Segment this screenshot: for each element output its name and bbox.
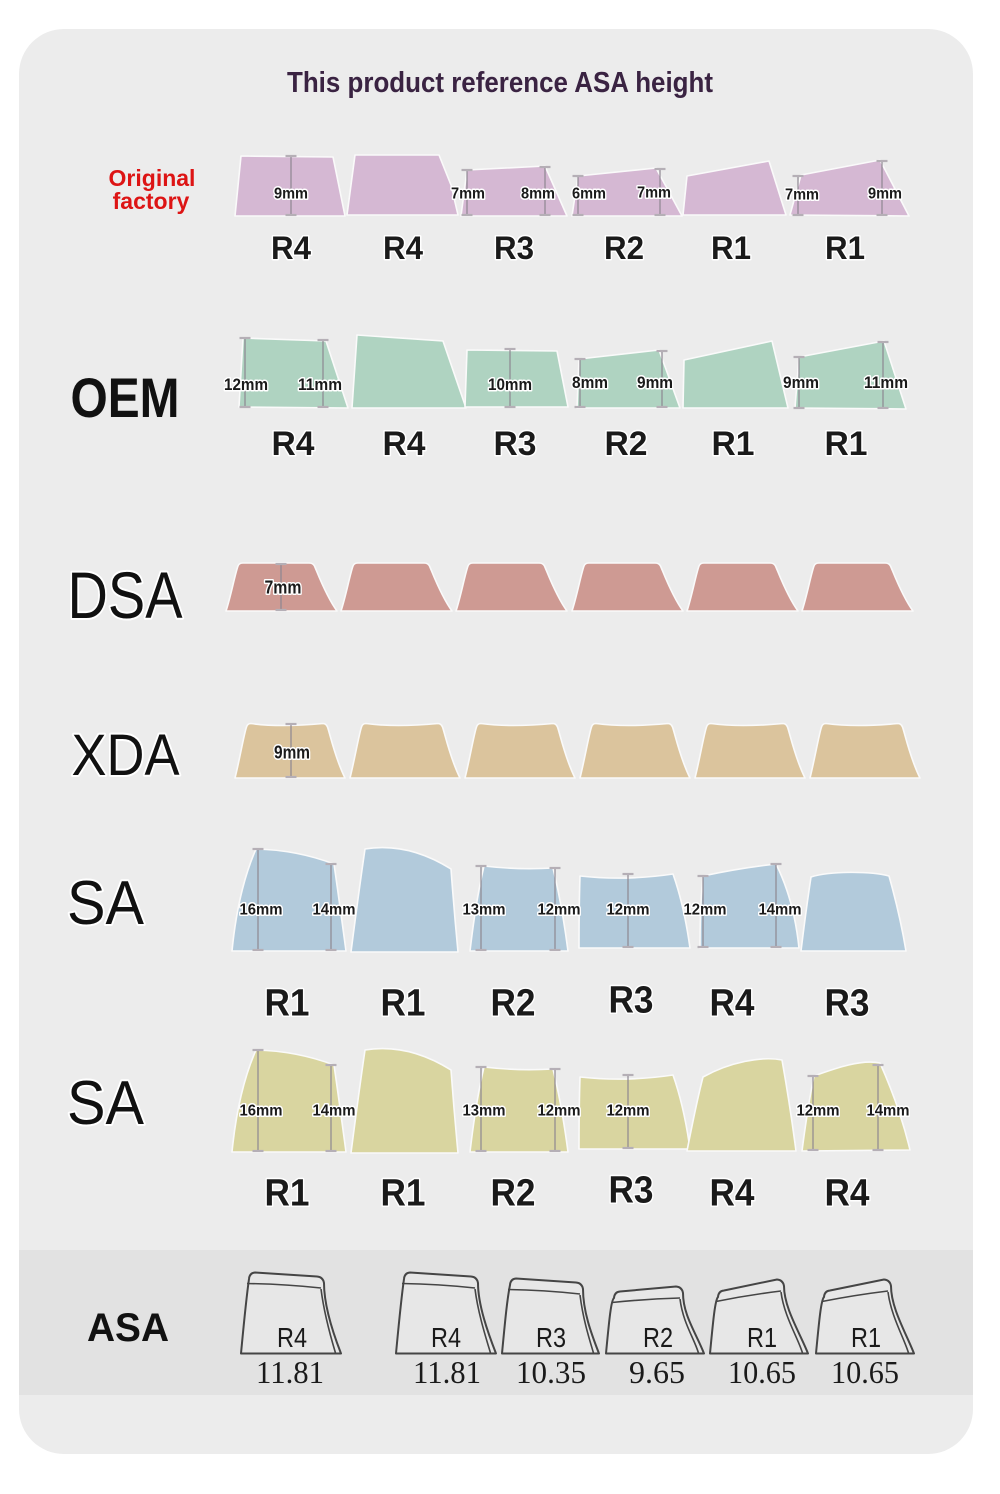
svg-text:12mm: 12mm xyxy=(224,375,268,394)
svg-text:7mm: 7mm xyxy=(637,185,671,202)
svg-text:10.35: 10.35 xyxy=(516,1354,586,1390)
svg-text:R3: R3 xyxy=(825,982,870,1024)
svg-text:12mm: 12mm xyxy=(538,902,581,919)
svg-text:14mm: 14mm xyxy=(313,1103,356,1120)
svg-text:SA: SA xyxy=(67,1069,145,1138)
svg-text:7mm: 7mm xyxy=(451,186,485,203)
svg-text:R3: R3 xyxy=(494,425,537,463)
svg-text:8mm: 8mm xyxy=(572,373,608,392)
svg-text:R3: R3 xyxy=(609,1169,654,1211)
svg-text:R1: R1 xyxy=(825,425,868,463)
svg-text:R2: R2 xyxy=(491,982,536,1024)
svg-text:R1: R1 xyxy=(851,1322,881,1353)
svg-text:12mm: 12mm xyxy=(607,1103,650,1120)
svg-text:9mm: 9mm xyxy=(274,186,308,203)
svg-text:9mm: 9mm xyxy=(868,186,902,203)
svg-text:14mm: 14mm xyxy=(867,1103,910,1120)
svg-text:OEM: OEM xyxy=(71,366,180,429)
svg-text:11.81: 11.81 xyxy=(413,1354,481,1390)
svg-text:R2: R2 xyxy=(643,1322,673,1353)
svg-text:7mm: 7mm xyxy=(265,577,302,597)
svg-text:12mm: 12mm xyxy=(538,1103,581,1120)
svg-text:R4: R4 xyxy=(271,230,311,266)
svg-text:11mm: 11mm xyxy=(864,373,908,392)
svg-text:R4: R4 xyxy=(710,1172,755,1214)
svg-text:10.65: 10.65 xyxy=(831,1354,899,1390)
svg-text:R1: R1 xyxy=(381,982,426,1024)
svg-text:16mm: 16mm xyxy=(240,1103,283,1120)
svg-text:R1: R1 xyxy=(265,1172,310,1214)
svg-text:11mm: 11mm xyxy=(298,375,342,394)
svg-text:R4: R4 xyxy=(431,1322,461,1353)
svg-text:R1: R1 xyxy=(265,982,310,1024)
svg-text:R1: R1 xyxy=(711,230,751,266)
svg-text:R2: R2 xyxy=(491,1172,536,1214)
svg-text:DSA: DSA xyxy=(68,558,183,632)
svg-text:R1: R1 xyxy=(825,230,865,266)
svg-text:SA: SA xyxy=(67,869,145,938)
svg-text:R2: R2 xyxy=(604,230,644,266)
svg-text:R4: R4 xyxy=(383,425,426,463)
svg-text:6mm: 6mm xyxy=(572,186,606,203)
svg-text:14mm: 14mm xyxy=(759,902,802,919)
svg-text:16mm: 16mm xyxy=(240,902,283,919)
svg-text:10mm: 10mm xyxy=(488,375,532,394)
svg-text:XDA: XDA xyxy=(72,723,180,788)
svg-text:R4: R4 xyxy=(272,425,315,463)
svg-text:8mm: 8mm xyxy=(521,186,555,203)
svg-text:10.65: 10.65 xyxy=(728,1354,796,1390)
svg-text:R4: R4 xyxy=(277,1322,307,1353)
svg-text:R1: R1 xyxy=(381,1172,426,1214)
svg-text:R4: R4 xyxy=(825,1172,870,1214)
svg-text:R3: R3 xyxy=(609,979,654,1021)
svg-text:factory: factory xyxy=(113,188,190,214)
svg-text:This product reference ASA hei: This product reference ASA height xyxy=(287,67,713,99)
svg-text:R3: R3 xyxy=(536,1322,566,1353)
svg-text:Original: Original xyxy=(109,165,196,191)
svg-text:12mm: 12mm xyxy=(607,902,650,919)
svg-text:R3: R3 xyxy=(494,230,534,266)
svg-text:R2: R2 xyxy=(605,425,648,463)
svg-text:9mm: 9mm xyxy=(274,742,310,762)
svg-text:9mm: 9mm xyxy=(637,373,673,392)
svg-text:14mm: 14mm xyxy=(313,902,356,919)
svg-text:R1: R1 xyxy=(712,425,755,463)
svg-text:12mm: 12mm xyxy=(684,902,727,919)
svg-text:7mm: 7mm xyxy=(785,187,819,204)
svg-text:13mm: 13mm xyxy=(463,1103,506,1120)
svg-text:13mm: 13mm xyxy=(463,902,506,919)
svg-text:ASA: ASA xyxy=(87,1306,169,1350)
svg-text:R1: R1 xyxy=(747,1322,777,1353)
svg-text:9mm: 9mm xyxy=(783,373,819,392)
svg-text:12mm: 12mm xyxy=(797,1103,840,1120)
svg-text:11.81: 11.81 xyxy=(256,1354,324,1390)
svg-text:R4: R4 xyxy=(710,982,755,1024)
svg-text:9.65: 9.65 xyxy=(629,1354,685,1390)
svg-text:R4: R4 xyxy=(383,230,423,266)
